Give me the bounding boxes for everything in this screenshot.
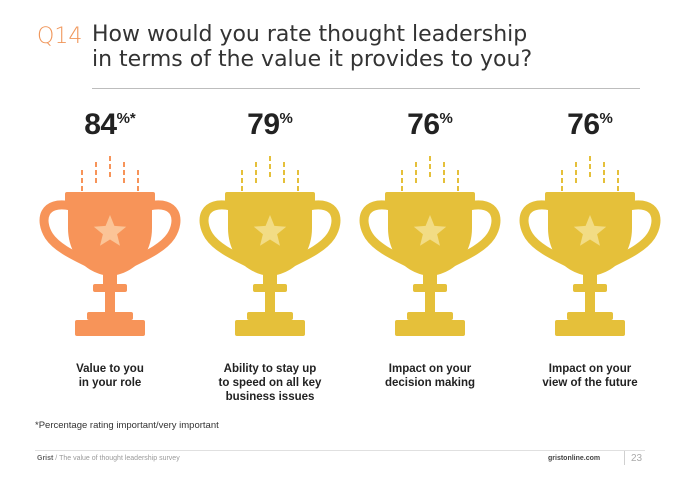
- trophy-icon: [359, 156, 501, 336]
- trophy-handle-left: [519, 200, 572, 267]
- rating-label: Impact on your view of the future: [515, 362, 665, 390]
- trophy-base-top: [247, 312, 293, 320]
- footnote: *Percentage rating important/very import…: [35, 420, 219, 431]
- percent-value: 76: [567, 108, 600, 141]
- rating-label-line: Impact on your: [388, 363, 472, 375]
- question-number: Q14: [37, 24, 83, 49]
- star-icon: [413, 215, 447, 246]
- trophy-base: [235, 320, 305, 336]
- trophy-collar: [93, 284, 127, 292]
- trophy-base-top: [567, 312, 613, 320]
- percent-value: 76: [407, 108, 440, 141]
- percent-sign: %*: [116, 110, 136, 127]
- rating-label-line: in your role: [78, 377, 142, 389]
- rating-percentage: 76%: [515, 108, 665, 148]
- trophy-collar: [413, 284, 447, 292]
- rating-label: Impact on your decision making: [355, 362, 505, 390]
- trophy-neck: [105, 292, 115, 314]
- trophy-collar: [253, 284, 287, 292]
- trophy-handle-right: [128, 200, 181, 267]
- trophy-neck: [425, 292, 435, 314]
- trophy-stem: [263, 274, 277, 286]
- trophy-icon: [199, 156, 341, 336]
- rating-label-line: Value to you: [76, 363, 144, 375]
- percent-value: 79: [247, 108, 280, 141]
- trophy-handle-left: [39, 200, 92, 267]
- trophy-stem: [103, 274, 117, 286]
- rating-percentage: 79%: [195, 108, 345, 148]
- rating-label-line: Impact on your: [548, 363, 632, 375]
- trophy-neck: [265, 292, 275, 314]
- rating-label: Ability to stay up to speed on all key bus…: [195, 362, 345, 404]
- percent-sign: %: [279, 110, 293, 127]
- rating-label-line: view of the future: [542, 377, 638, 389]
- star-icon: [253, 215, 287, 246]
- percent-sign: %: [439, 110, 453, 127]
- rating-label-line: to speed on all key: [218, 377, 322, 389]
- trophy-rim: [545, 192, 635, 202]
- footer-separator: [624, 451, 625, 465]
- trophy-neck: [585, 292, 595, 314]
- trophy-base-top: [407, 312, 453, 320]
- page-number: 23: [631, 453, 643, 464]
- trophy-handle-right: [448, 200, 501, 267]
- title-divider: [92, 88, 640, 89]
- footer-divider: [35, 450, 645, 451]
- trophy-handle-right: [608, 200, 661, 267]
- percent-value: 84: [84, 108, 117, 141]
- trophy-base: [395, 320, 465, 336]
- trophy-base: [75, 320, 145, 336]
- footer-report: The value of thought leadership survey: [59, 455, 180, 462]
- trophy-collar: [573, 284, 607, 292]
- rating-label-line: Ability to stay up: [223, 363, 317, 375]
- trophy-rim: [65, 192, 155, 202]
- title-line-1: How would you rate thought leadership: [92, 22, 528, 47]
- footer-brand: Grist: [37, 455, 54, 462]
- trophy-base: [555, 320, 625, 336]
- trophy-stem: [423, 274, 437, 286]
- trophy-stem: [583, 274, 597, 286]
- rating-label: Value to you in your role: [35, 362, 185, 390]
- rating-label-line: business issues: [225, 391, 315, 403]
- percent-sign: %: [599, 110, 613, 127]
- rating-percentage: 84%*: [35, 108, 185, 148]
- trophy-handle-right: [288, 200, 341, 267]
- trophy-rim: [225, 192, 315, 202]
- trophy-icon: [519, 156, 661, 336]
- trophy-handle-left: [199, 200, 252, 267]
- trophy-icon: [39, 156, 181, 336]
- footer-site: gristonline.com: [548, 455, 601, 462]
- rating-label-line: decision making: [384, 377, 476, 389]
- title-line-2: in terms of the value it provides to you…: [92, 47, 533, 72]
- rating-percentage: 76%: [355, 108, 505, 148]
- trophy-base-top: [87, 312, 133, 320]
- page-title: How would you rate thought leadership in…: [92, 22, 612, 72]
- star-icon: [573, 215, 607, 246]
- trophy-rim: [385, 192, 475, 202]
- star-icon: [93, 215, 127, 246]
- footer-report-name: Grist / The value of thought leadership …: [37, 455, 180, 462]
- trophy-handle-left: [359, 200, 412, 267]
